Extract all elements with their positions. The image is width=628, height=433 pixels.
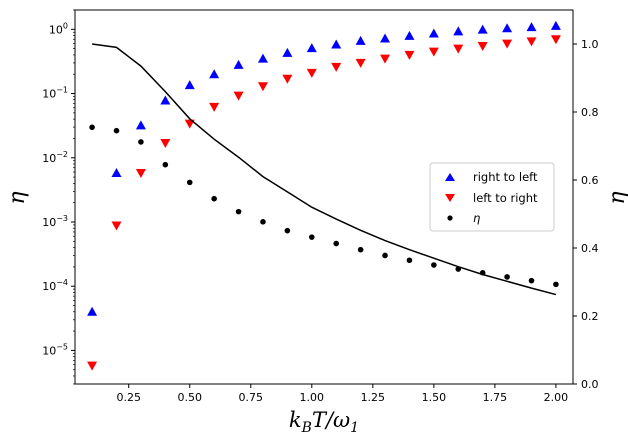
point-rtl-13 [380, 33, 391, 43]
point-ltr-17 [477, 42, 488, 52]
point-eta-12 [357, 246, 364, 253]
point-rtl-6 [209, 69, 220, 79]
point-rtl-15 [428, 28, 439, 38]
point-ltr-11 [331, 62, 342, 72]
x-tick-label-1.50: 1.50 [422, 391, 447, 404]
y-right-tick-label-1.0: 1.0 [581, 38, 599, 51]
legend-marker-eta [447, 215, 453, 221]
point-eta-6 [211, 195, 217, 202]
point-rtl-8 [257, 53, 268, 63]
point-ltr-9 [282, 74, 293, 84]
x-tick-label-0.50: 0.50 [177, 391, 202, 404]
x-tick-label-0.75: 0.75 [239, 391, 264, 404]
y-left-tick-label--4: 10−4 [42, 278, 68, 293]
point-rtl-5 [184, 80, 195, 90]
point-rtl-2 [111, 167, 122, 177]
y-right-tick-label-0.2: 0.2 [581, 310, 599, 323]
y-right-tick-label-0.0: 0.0 [581, 378, 599, 391]
point-rtl-16 [453, 26, 464, 36]
x-tick-label-1.75: 1.75 [483, 391, 508, 404]
point-eta-18 [504, 274, 510, 280]
point-eta-4 [162, 161, 169, 168]
point-ltr-20 [550, 35, 561, 45]
point-ltr-13 [380, 54, 391, 64]
point-eta-19 [528, 277, 535, 284]
point-ltr-6 [209, 102, 220, 112]
point-eta-14 [406, 257, 413, 264]
point-rtl-4 [160, 95, 171, 105]
point-eta-15 [431, 262, 437, 268]
point-ltr-12 [355, 58, 366, 68]
point-rtl-11 [331, 39, 342, 49]
legend-label-left-to-right: left to right [473, 191, 538, 205]
point-eta-8 [260, 219, 266, 225]
point-eta-13 [382, 252, 388, 259]
point-eta-5 [186, 179, 193, 186]
point-ltr-14 [404, 50, 415, 60]
legend-box [429, 162, 555, 232]
y-right-tick-label-0.8: 0.8 [581, 106, 599, 119]
point-eta-11 [333, 240, 340, 247]
x-tick-label-1.25: 1.25 [361, 391, 386, 404]
point-rtl-12 [355, 35, 366, 45]
plot-area [87, 20, 561, 371]
point-ltr-15 [428, 47, 439, 57]
x-tick-label-0.25: 0.25 [116, 391, 141, 404]
point-rtl-9 [282, 47, 293, 57]
y-left-tick-label-0: 100 [49, 21, 68, 36]
legend: right to left left to right η [429, 162, 555, 232]
y-left-tick-label--1: 10−1 [42, 86, 68, 101]
point-ltr-16 [453, 44, 464, 54]
point-rtl-19 [526, 22, 537, 32]
point-eta-1 [89, 124, 95, 131]
y-right-tick-label-0.4: 0.4 [581, 242, 599, 255]
point-eta-9 [284, 227, 291, 234]
point-rtl-14 [404, 30, 415, 40]
y-axis-title-left: η [5, 191, 30, 204]
point-rtl-3 [135, 120, 146, 130]
point-rtl-17 [477, 24, 488, 34]
point-eta-10 [308, 234, 315, 240]
point-ltr-18 [502, 39, 513, 49]
point-rtl-10 [306, 43, 317, 53]
point-rtl-18 [502, 23, 513, 33]
y-right-tick-label-0.6: 0.6 [581, 174, 599, 187]
legend-label-eta: η [473, 211, 480, 225]
point-ltr-7 [233, 91, 244, 101]
point-eta-7 [235, 208, 242, 215]
y-left-tick-label--5: 10−5 [42, 342, 68, 357]
x-tick-label-1.00: 1.00 [300, 391, 325, 404]
point-eta-20 [553, 281, 559, 288]
point-rtl-1 [87, 306, 98, 316]
point-rtl-7 [233, 59, 244, 69]
legend-marker-left-to-right [445, 194, 455, 202]
point-ltr-3 [135, 168, 146, 178]
legend-label-right-to-left: right to left [473, 170, 538, 184]
point-ltr-8 [257, 82, 268, 92]
legend-marker-right-to-left [445, 173, 455, 181]
point-ltr-19 [526, 37, 537, 47]
y-left-tick-label--2: 10−2 [42, 150, 68, 165]
point-eta-2 [113, 127, 120, 134]
y-left-tick-label--3: 10−3 [42, 214, 68, 229]
x-tick-label-2.00: 2.00 [544, 391, 569, 404]
point-ltr-2 [111, 221, 122, 231]
point-rtl-20 [550, 20, 561, 30]
point-ltr-5 [184, 119, 195, 129]
y-axis-title-right: η [605, 191, 628, 204]
series-line-eta [91, 43, 557, 296]
point-eta-3 [138, 139, 144, 145]
point-ltr-10 [306, 68, 317, 78]
point-ltr-4 [160, 138, 171, 148]
point-ltr-1 [87, 361, 98, 371]
plot-frame [74, 9, 574, 385]
x-axis-title: kBT/ω1 [289, 408, 359, 433]
